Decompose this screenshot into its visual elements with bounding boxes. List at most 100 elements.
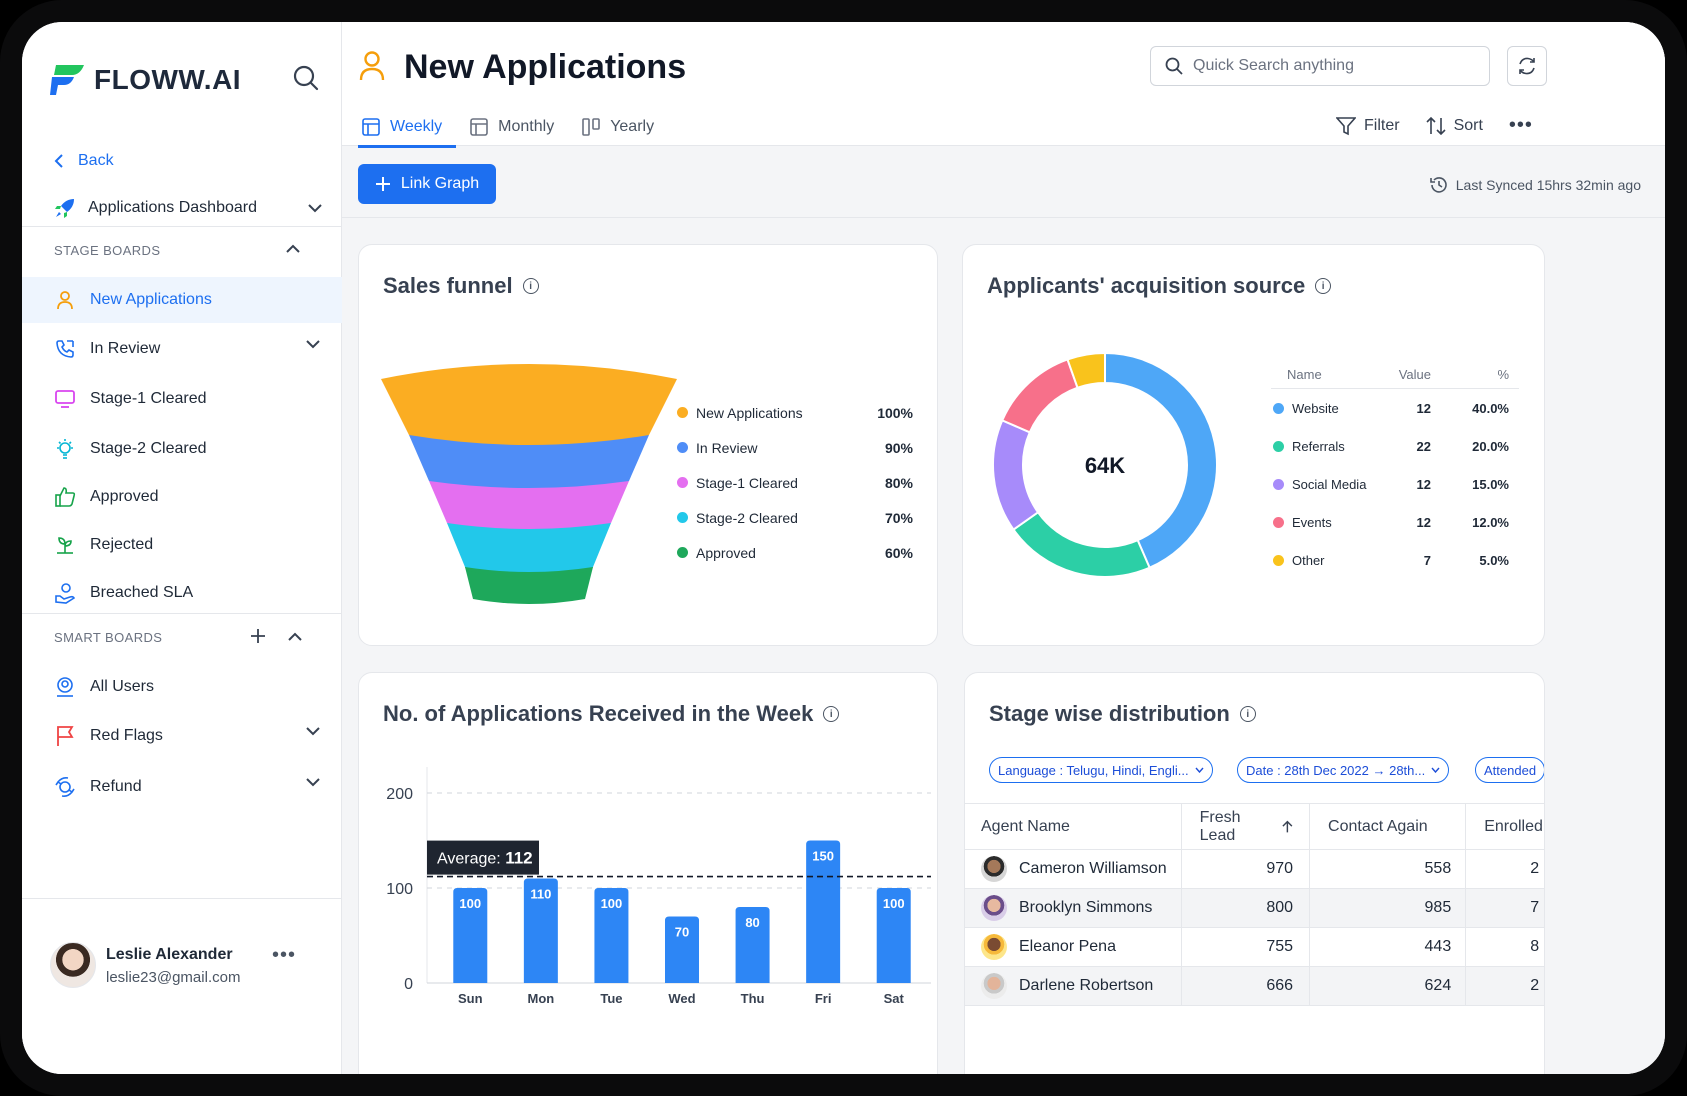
contact-again-cell: 443 xyxy=(1310,928,1467,966)
fresh-lead-cell: 666 xyxy=(1182,967,1311,1005)
view-tabs: Weekly Monthly Yearly xyxy=(357,108,682,148)
more-icon[interactable]: ••• xyxy=(272,944,297,966)
bar-tue[interactable] xyxy=(594,888,629,983)
sidebar-item-in-review[interactable]: In Review xyxy=(22,326,342,372)
column-header-agent[interactable]: Agent Name xyxy=(965,804,1182,849)
more-icon[interactable]: ••• xyxy=(1508,114,1533,136)
x-tick-label: Tue xyxy=(600,991,622,1006)
table-row[interactable]: Darlene Robertson 666 624 2 xyxy=(965,967,1544,1006)
last-synced-text: Last Synced 15hrs 32min ago xyxy=(1455,177,1641,193)
sort-button[interactable]: Sort xyxy=(1425,116,1483,136)
brand-logo[interactable]: FLOWW.AI xyxy=(50,60,241,100)
chevron-down-icon[interactable] xyxy=(306,727,320,736)
legend-value: 70% xyxy=(884,509,913,526)
funnel-legend: New Applications 100% In Review 90% Stage-… xyxy=(677,395,913,570)
legend-dot xyxy=(677,477,688,488)
sync-status: Last Synced 15hrs 32min ago xyxy=(1429,176,1641,194)
search-icon[interactable] xyxy=(292,64,322,94)
table-row[interactable]: Cameron Williamson 970 558 2 xyxy=(965,850,1544,889)
source-pct: 12.0% xyxy=(1472,514,1509,530)
filter-icon xyxy=(1336,116,1356,135)
tab-monthly[interactable]: Monthly xyxy=(470,108,568,146)
acquisition-source-card: Applicants' acquisition source i 64K Nam… xyxy=(962,244,1545,646)
donut-slice-other[interactable] xyxy=(1066,351,1106,390)
column-header-fresh-lead[interactable]: Fresh Lead xyxy=(1182,804,1311,849)
legend-item: Stage-1 Cleared 80% xyxy=(677,465,913,500)
y-tick-label: 200 xyxy=(386,786,413,803)
table-row: Website 12 40.0% xyxy=(1271,389,1519,427)
chevron-up-icon[interactable] xyxy=(288,632,302,641)
sidebar-item-rejected[interactable]: Rejected xyxy=(22,522,342,568)
link-graph-button[interactable]: Link Graph xyxy=(358,164,496,204)
plus-icon[interactable] xyxy=(250,628,266,644)
avatar xyxy=(50,942,96,988)
tab-weekly[interactable]: Weekly xyxy=(357,108,457,148)
chevron-down-icon xyxy=(1195,767,1204,773)
average-tooltip xyxy=(427,840,539,875)
divider xyxy=(22,226,342,227)
fresh-lead-cell: 970 xyxy=(1182,850,1311,888)
filter-chip-attended[interactable]: Attended xyxy=(1475,757,1544,783)
sidebar-item-all-users[interactable]: All Users xyxy=(22,664,342,710)
sidebar-item-label: Approved xyxy=(90,488,159,505)
user-email: leslie23@gmail.com xyxy=(106,969,241,986)
sidebar-item-label: Rejected xyxy=(90,536,154,553)
user-profile[interactable]: Leslie Alexander leslie23@gmail.com ••• xyxy=(46,938,326,998)
info-icon[interactable]: i xyxy=(1315,278,1332,294)
source-pct: 15.0% xyxy=(1472,476,1509,492)
user-name: Leslie Alexander xyxy=(106,946,233,963)
bar-thu[interactable] xyxy=(735,907,770,983)
info-icon[interactable]: i xyxy=(1239,706,1256,722)
chevron-left-icon xyxy=(54,154,63,168)
table-row[interactable]: Brooklyn Simmons 800 985 7 xyxy=(965,889,1544,928)
sidebar-item-breached-sla[interactable]: Breached SLA xyxy=(22,570,342,616)
donut-chart: 64K xyxy=(992,351,1218,578)
sidebar-item-red-flags[interactable]: Red Flags xyxy=(22,713,342,759)
funnel-stage-stage2 xyxy=(447,523,611,572)
bar-mon[interactable] xyxy=(523,878,558,984)
agent-name: Eleanor Pena xyxy=(1019,938,1116,955)
sidebar-item-label: In Review xyxy=(90,340,161,357)
dashboard-selector[interactable]: Applications Dashboard xyxy=(54,190,322,226)
donut-slice-social-media[interactable] xyxy=(992,419,1040,531)
x-tick-label: Wed xyxy=(668,991,695,1006)
sidebar-item-label: Stage-1 Cleared xyxy=(90,390,207,407)
table-row[interactable]: Eleanor Pena 755 443 8 xyxy=(965,928,1544,967)
source-pct: 40.0% xyxy=(1472,400,1509,416)
legend-dot xyxy=(1273,554,1284,566)
search-input[interactable]: Quick Search anything xyxy=(1150,46,1490,86)
sidebar-item-refund[interactable]: Refund xyxy=(22,764,342,810)
bar-wed[interactable] xyxy=(665,916,699,984)
plus-icon xyxy=(375,177,390,191)
legend-label: New Applications xyxy=(696,404,803,421)
stage-boards-collapse[interactable] xyxy=(286,244,300,253)
info-icon[interactable]: i xyxy=(522,278,539,294)
source-value: 7 xyxy=(1423,552,1431,568)
filter-chip-language[interactable]: Language : Telugu, Hindi, Engli... xyxy=(989,757,1213,783)
action-bar: Link Graph Last Synced 15hrs 32min ago xyxy=(342,146,1665,218)
stage-boards-title: STAGE BOARDS xyxy=(54,243,161,258)
x-tick-label: Fri xyxy=(815,991,832,1006)
back-link[interactable]: Back xyxy=(54,152,114,170)
bar-sat[interactable] xyxy=(876,888,911,983)
funnel-stage-approved xyxy=(465,567,593,604)
refresh-button[interactable] xyxy=(1507,46,1547,86)
filter-chip-date[interactable]: Date : 28th Dec 2022 → 28th... xyxy=(1237,757,1450,783)
chevron-down-icon[interactable] xyxy=(306,340,320,349)
donut-slice-referrals[interactable] xyxy=(1012,510,1151,578)
sidebar-item-stage1-cleared[interactable]: Stage-1 Cleared xyxy=(22,376,342,422)
info-icon[interactable]: i xyxy=(823,706,840,722)
bar-data-label: 150 xyxy=(812,849,834,864)
tab-yearly[interactable]: Yearly xyxy=(582,108,668,146)
donut-slice-website[interactable] xyxy=(1104,351,1218,570)
filter-button[interactable]: Filter xyxy=(1336,116,1400,136)
column-header-enrolled[interactable]: Enrolled xyxy=(1484,817,1543,835)
history-icon xyxy=(1429,177,1447,193)
sidebar-item-stage2-cleared[interactable]: Stage-2 Cleared xyxy=(22,426,342,472)
chevron-down-icon[interactable] xyxy=(306,778,320,787)
sidebar-item-approved[interactable]: Approved xyxy=(22,474,342,520)
bar-sun[interactable] xyxy=(453,888,488,983)
donut-slice-events[interactable] xyxy=(1000,358,1079,434)
sidebar-item-new-applications[interactable]: New Applications xyxy=(22,277,342,323)
column-header-contact-again[interactable]: Contact Again xyxy=(1310,804,1467,849)
